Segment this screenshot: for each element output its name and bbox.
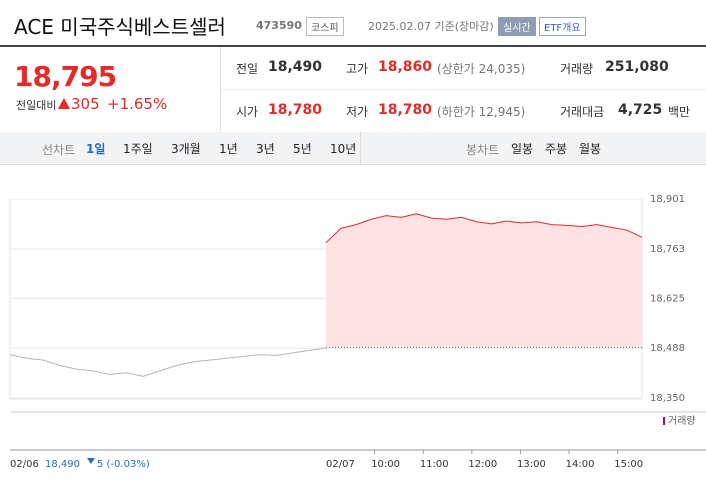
line-chart-label: 선차트 bbox=[42, 143, 76, 157]
x-tick-label: 13:00 bbox=[517, 459, 546, 470]
period-tab[interactable]: 10년 bbox=[330, 142, 357, 156]
stat-value: 18,490 bbox=[268, 59, 323, 75]
date-label: 02/06 bbox=[10, 459, 39, 470]
chart: 거래량 18,490 5 (-0.03%) 18,901 18,763 18,625… bbox=[9, 194, 706, 470]
stat-value: 251,080 bbox=[605, 59, 669, 75]
stat-value: 18,780 bbox=[378, 102, 433, 118]
volume-label: 거래량 bbox=[668, 415, 696, 427]
change: 305 bbox=[71, 95, 100, 113]
change-label: 전일대비 bbox=[16, 99, 57, 112]
stat-value: 4,725 bbox=[618, 102, 663, 118]
x-tick-label: 12:00 bbox=[468, 459, 497, 470]
stat-note: (하한가 12,945) bbox=[437, 105, 526, 119]
x-tick-label: 15:00 bbox=[614, 459, 643, 470]
market-badge: 코스피 bbox=[306, 17, 344, 36]
area bbox=[326, 213, 642, 348]
stat-label: 거래대금 bbox=[560, 105, 605, 119]
stat-label: 거래량 bbox=[560, 62, 594, 76]
y-tick-label: 18,901 bbox=[650, 194, 685, 205]
tab-bar bbox=[0, 132, 706, 165]
stat-label: 고가 bbox=[346, 62, 369, 76]
period-tab[interactable]: 1주일 bbox=[123, 142, 153, 156]
y-tick-label: 18,350 bbox=[650, 393, 685, 404]
period-tab[interactable]: 5년 bbox=[293, 142, 312, 156]
price-line bbox=[9, 347, 327, 377]
stat-label: 시가 bbox=[236, 105, 259, 119]
price-line bbox=[325, 213, 643, 244]
divider bbox=[221, 89, 706, 90]
etf-button[interactable]: ETF개요 bbox=[539, 17, 586, 36]
divider bbox=[360, 132, 361, 164]
period-tab[interactable]: 1일 bbox=[86, 142, 106, 156]
x-tick-label: 14:00 bbox=[566, 459, 595, 470]
stat-label: 전일 bbox=[236, 62, 259, 76]
x-tick-label: 10:00 bbox=[371, 459, 400, 470]
stat-unit: 백만 bbox=[668, 105, 691, 119]
prev-price: 18,490 bbox=[45, 459, 80, 470]
date: 2025.02.07 기준(장마감) bbox=[368, 20, 494, 33]
down-icon bbox=[87, 458, 95, 464]
x-tick-label: 11:00 bbox=[420, 459, 449, 470]
code: 473590 bbox=[256, 19, 302, 32]
title: ACE 미국주식베스트셀러 bbox=[14, 15, 226, 39]
stat-value: 18,780 bbox=[268, 102, 323, 118]
y-tick-label: 18,763 bbox=[650, 244, 685, 255]
period-tab[interactable]: 3년 bbox=[256, 142, 275, 156]
divider bbox=[220, 47, 221, 131]
period-tab[interactable]: 3개월 bbox=[171, 142, 201, 156]
stat-note: (상한가 24,035) bbox=[437, 62, 526, 76]
y-tick-label: 18,625 bbox=[650, 294, 685, 305]
prev-change: 5 (-0.03%) bbox=[97, 459, 150, 470]
change-pct: +1.65% bbox=[107, 95, 168, 113]
volume-legend-swatch bbox=[663, 417, 665, 425]
date-label: 02/07 bbox=[326, 459, 355, 470]
price: 18,795 bbox=[14, 60, 117, 93]
candle-tab[interactable]: 일봉 bbox=[511, 142, 534, 156]
y-tick-label: 18,488 bbox=[650, 343, 685, 354]
up-icon bbox=[58, 98, 70, 109]
realtime-button[interactable]: 실시간 bbox=[498, 17, 536, 36]
period-tab[interactable]: 1년 bbox=[219, 142, 238, 156]
candle-chart-label: 봉차트 bbox=[466, 143, 500, 157]
stat-label: 저가 bbox=[346, 105, 369, 119]
candle-tab[interactable]: 월봉 bbox=[579, 142, 602, 156]
stat-value: 18,860 bbox=[378, 59, 433, 75]
candle-tab[interactable]: 주봉 bbox=[545, 142, 568, 156]
